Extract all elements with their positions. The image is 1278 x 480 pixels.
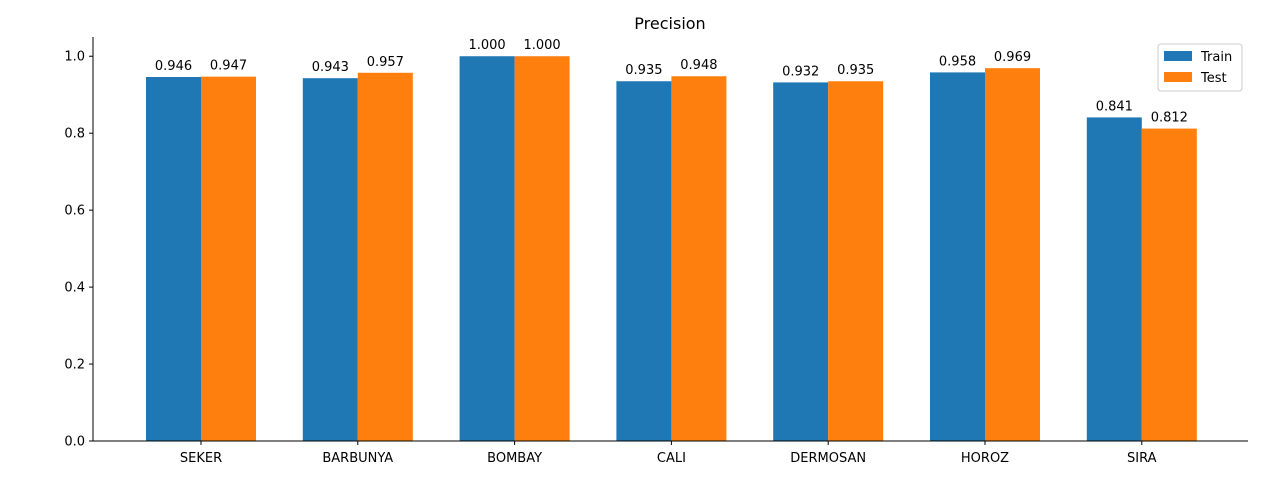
- y-tick-label: 0.6: [64, 204, 85, 219]
- legend: Train Test: [1157, 43, 1243, 92]
- y-axis-ticks: 0.0 0.2 0.4 0.6 0.8 1.0: [64, 50, 93, 450]
- x-tick-label: SIRA: [1127, 451, 1157, 466]
- y-tick-label: 0.2: [64, 358, 85, 373]
- chart-title: Precision: [634, 14, 705, 33]
- bar-test: [357, 72, 413, 441]
- bar-train: [773, 82, 829, 441]
- y-tick-label: 0.0: [64, 435, 85, 450]
- bar-train: [930, 72, 985, 441]
- bar-test: [985, 68, 1040, 441]
- bar-labels-group: 0.946 0.947 0.943 0.957 1.000 1.000 0.935 0.948…: [155, 38, 1188, 125]
- legend-label-test: Test: [1200, 71, 1227, 86]
- x-axis-ticks: SEKER BARBUNYA BOMBAY CALI DERMOSAN HOROZ SIRA: [180, 441, 1157, 466]
- bar-value-label: 0.943: [312, 60, 349, 75]
- bar-value-label: 0.932: [782, 64, 819, 79]
- x-tick-label: DERMOSAN: [790, 451, 866, 466]
- bar-value-label: 0.969: [994, 50, 1031, 65]
- x-tick-label: SEKER: [180, 451, 222, 466]
- bar-train: [616, 81, 672, 441]
- legend-swatch-train: [1164, 51, 1192, 61]
- bar-test: [201, 76, 256, 441]
- x-tick-label: BOMBAY: [487, 451, 542, 466]
- y-tick-label: 0.4: [64, 281, 85, 296]
- bar-value-label: 0.947: [210, 59, 247, 74]
- bar-value-label: 0.935: [837, 63, 874, 78]
- bar-test: [514, 56, 570, 441]
- bar-test: [828, 81, 884, 441]
- legend-label-train: Train: [1200, 50, 1232, 65]
- bar-train: [146, 77, 201, 442]
- legend-swatch-test: [1164, 72, 1192, 82]
- bar-value-label: 0.935: [625, 63, 662, 78]
- x-tick-label: BARBUNYA: [322, 451, 393, 466]
- y-tick-label: 1.0: [64, 50, 85, 65]
- bar-value-label: 0.957: [367, 55, 404, 70]
- bar-test: [671, 76, 727, 441]
- bar-value-label: 0.812: [1151, 111, 1188, 126]
- x-tick-label: HOROZ: [961, 451, 1009, 466]
- x-tick-label: CALI: [657, 451, 686, 466]
- bar-train: [1086, 117, 1142, 442]
- bar-test: [1141, 128, 1197, 441]
- bar-value-label: 1.000: [523, 38, 560, 53]
- bar-train: [459, 56, 515, 441]
- bar-train: [302, 78, 358, 441]
- bar-value-label: 0.958: [939, 54, 976, 69]
- bar-value-label: 1.000: [468, 38, 505, 53]
- bar-value-label: 0.946: [155, 59, 192, 74]
- bar-value-label: 0.841: [1096, 99, 1133, 114]
- bar-value-label: 0.948: [680, 58, 717, 73]
- bars-group: [146, 56, 1197, 442]
- y-tick-label: 0.8: [64, 127, 85, 142]
